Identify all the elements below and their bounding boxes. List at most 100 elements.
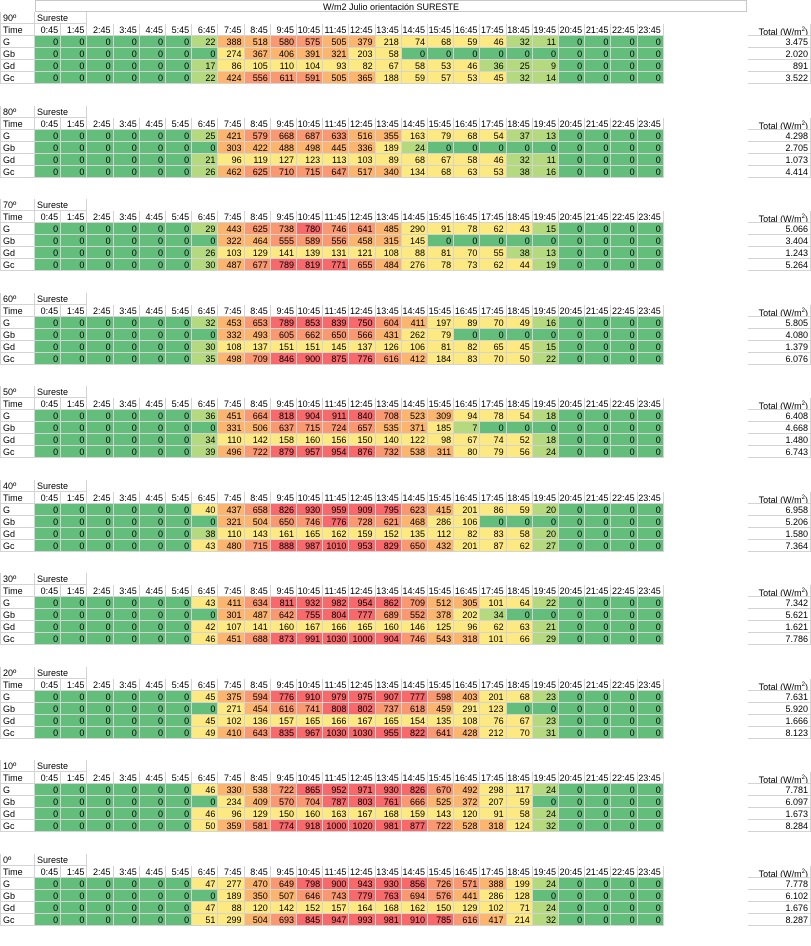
value-cell[interactable]: 0 [480, 515, 507, 528]
value-cell[interactable]: 0 [113, 48, 140, 60]
value-cell[interactable]: 581 [244, 820, 271, 832]
value-cell[interactable]: 0 [559, 235, 586, 247]
total-cell[interactable]: 3.522 [748, 72, 811, 84]
value-cell[interactable]: 611 [270, 72, 297, 84]
value-cell[interactable]: 0 [585, 609, 612, 621]
value-cell[interactable]: 406 [270, 48, 297, 60]
time-header-cell[interactable]: 0:45 [35, 772, 62, 784]
value-cell[interactable]: 566 [349, 328, 376, 341]
value-cell[interactable]: 0 [35, 422, 62, 434]
angle-label[interactable]: 0º [0, 853, 35, 866]
value-cell[interactable]: 0 [35, 165, 62, 178]
value-cell[interactable]: 664 [244, 410, 271, 422]
value-cell[interactable]: 822 [401, 726, 428, 739]
value-cell[interactable]: 0 [637, 410, 664, 422]
value-cell[interactable]: 78 [480, 410, 507, 422]
value-cell[interactable]: 298 [480, 784, 507, 796]
value-cell[interactable]: 136 [244, 714, 271, 727]
time-header-cell[interactable]: 0:45 [35, 865, 62, 878]
value-cell[interactable]: 955 [375, 726, 402, 739]
value-cell[interactable]: 487 [244, 609, 271, 621]
time-header-cell[interactable]: 1:45 [61, 24, 88, 36]
value-cell[interactable]: 67 [506, 714, 533, 727]
value-cell[interactable]: 32 [506, 72, 533, 84]
value-cell[interactable]: 0 [87, 328, 114, 341]
value-cell[interactable]: 0 [637, 328, 664, 341]
value-cell[interactable]: 0 [166, 877, 193, 890]
value-cell[interactable]: 0 [637, 796, 664, 808]
value-cell[interactable]: 0 [585, 901, 612, 914]
value-cell[interactable]: 167 [349, 808, 376, 820]
time-header-cell[interactable]: 10:45 [297, 117, 324, 130]
value-cell[interactable]: 0 [611, 446, 638, 458]
time-header-cell[interactable]: 15:45 [428, 24, 455, 36]
value-cell[interactable]: 0 [61, 621, 88, 633]
value-cell[interactable]: 0 [637, 129, 664, 142]
time-header-cell[interactable]: 10:45 [297, 865, 324, 878]
value-cell[interactable]: 840 [349, 410, 376, 422]
value-cell[interactable]: 819 [297, 259, 324, 271]
value-cell[interactable]: 0 [166, 48, 193, 60]
value-cell[interactable]: 0 [559, 714, 586, 727]
time-header-cell[interactable]: 13:45 [375, 211, 402, 223]
value-cell[interactable]: 804 [323, 609, 350, 621]
time-header-cell[interactable]: 0:45 [35, 585, 62, 597]
value-cell[interactable]: 0 [61, 714, 88, 727]
value-cell[interactable]: 0 [61, 328, 88, 341]
time-header-cell[interactable]: 13:45 [375, 304, 402, 317]
value-cell[interactable]: 29 [532, 633, 559, 645]
value-cell[interactable]: 0 [35, 259, 62, 271]
time-header-cell[interactable]: 13:45 [375, 117, 402, 130]
time-header-cell[interactable]: 20:45 [559, 678, 586, 691]
value-cell[interactable]: 403 [454, 690, 481, 703]
value-cell[interactable]: 0 [637, 820, 664, 832]
time-header-cell[interactable]: 18:45 [506, 865, 533, 878]
value-cell[interactable]: 642 [270, 609, 297, 621]
value-cell[interactable]: 0 [611, 913, 638, 926]
value-cell[interactable]: 359 [218, 820, 245, 832]
value-cell[interactable]: 91 [428, 223, 455, 235]
value-cell[interactable]: 0 [61, 259, 88, 271]
value-cell[interactable]: 0 [87, 434, 114, 446]
time-header-cell[interactable]: 12:45 [349, 24, 376, 36]
time-header-cell[interactable]: 3:45 [113, 491, 140, 504]
time-header-cell[interactable]: 0:45 [35, 211, 62, 223]
value-cell[interactable]: 126 [375, 340, 402, 353]
value-cell[interactable]: 108 [218, 340, 245, 353]
value-cell[interactable]: 0 [166, 913, 193, 926]
value-cell[interactable]: 763 [375, 889, 402, 902]
total-cell[interactable]: 1.243 [748, 247, 811, 259]
value-cell[interactable]: 0 [139, 129, 166, 142]
value-cell[interactable]: 776 [323, 515, 350, 528]
row-label[interactable]: Gc [0, 633, 35, 645]
value-cell[interactable]: 0 [61, 808, 88, 820]
value-cell[interactable]: 0 [480, 48, 507, 60]
value-cell[interactable]: 372 [454, 796, 481, 808]
time-header-cell[interactable]: 7:45 [218, 678, 245, 691]
value-cell[interactable]: 662 [297, 328, 324, 341]
total-cell[interactable]: 4.668 [748, 422, 811, 434]
value-cell[interactable]: 709 [244, 352, 271, 365]
value-cell[interactable]: 0 [532, 422, 559, 434]
time-header-cell[interactable]: 19:45 [532, 865, 559, 878]
value-cell[interactable]: 391 [297, 48, 324, 60]
value-cell[interactable]: 0 [559, 446, 586, 458]
value-cell[interactable]: 0 [166, 223, 193, 235]
value-cell[interactable]: 137 [244, 340, 271, 353]
value-cell[interactable]: 0 [611, 247, 638, 259]
value-cell[interactable]: 0 [559, 633, 586, 645]
value-cell[interactable]: 0 [139, 527, 166, 540]
time-header-cell[interactable]: 22:45 [611, 398, 638, 410]
value-cell[interactable]: 113 [323, 153, 350, 166]
value-cell[interactable]: 0 [480, 422, 507, 434]
value-cell[interactable]: 653 [244, 316, 271, 329]
value-cell[interactable]: 0 [139, 690, 166, 703]
time-header-cell[interactable]: 23:45 [637, 865, 664, 878]
time-header-cell[interactable]: 19:45 [532, 24, 559, 36]
value-cell[interactable]: 0 [87, 340, 114, 353]
value-cell[interactable]: 30 [192, 340, 219, 353]
time-header-cell[interactable]: 13:45 [375, 24, 402, 36]
row-label[interactable]: Gc [0, 913, 35, 926]
value-cell[interactable]: 0 [637, 784, 664, 796]
value-cell[interactable]: 0 [35, 60, 62, 72]
